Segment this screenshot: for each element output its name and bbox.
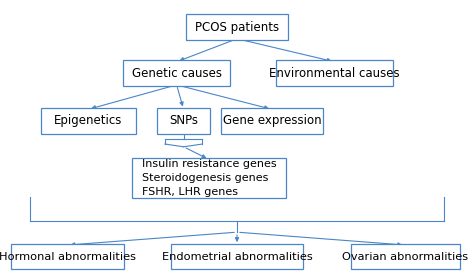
Text: SNPs: SNPs xyxy=(169,114,198,127)
FancyBboxPatch shape xyxy=(186,14,288,40)
FancyBboxPatch shape xyxy=(41,108,136,134)
FancyBboxPatch shape xyxy=(10,244,124,270)
FancyBboxPatch shape xyxy=(171,244,303,270)
FancyBboxPatch shape xyxy=(157,108,210,134)
Text: Endometrial abnormalities: Endometrial abnormalities xyxy=(162,252,312,261)
Text: Environmental causes: Environmental causes xyxy=(269,67,400,80)
Text: Insulin resistance genes
Steroidogenesis genes
FSHR, LHR genes: Insulin resistance genes Steroidogenesis… xyxy=(142,159,276,197)
Text: Ovarian abnormalities: Ovarian abnormalities xyxy=(342,252,468,261)
FancyBboxPatch shape xyxy=(351,244,460,270)
Text: Hormonal abnormalities: Hormonal abnormalities xyxy=(0,252,136,261)
FancyBboxPatch shape xyxy=(132,158,286,198)
Text: Genetic causes: Genetic causes xyxy=(132,67,222,80)
FancyBboxPatch shape xyxy=(276,60,392,86)
FancyBboxPatch shape xyxy=(123,60,230,86)
Text: Gene expression: Gene expression xyxy=(222,114,321,127)
FancyBboxPatch shape xyxy=(221,108,323,134)
Text: PCOS patients: PCOS patients xyxy=(195,21,279,34)
Text: Epigenetics: Epigenetics xyxy=(54,114,123,127)
